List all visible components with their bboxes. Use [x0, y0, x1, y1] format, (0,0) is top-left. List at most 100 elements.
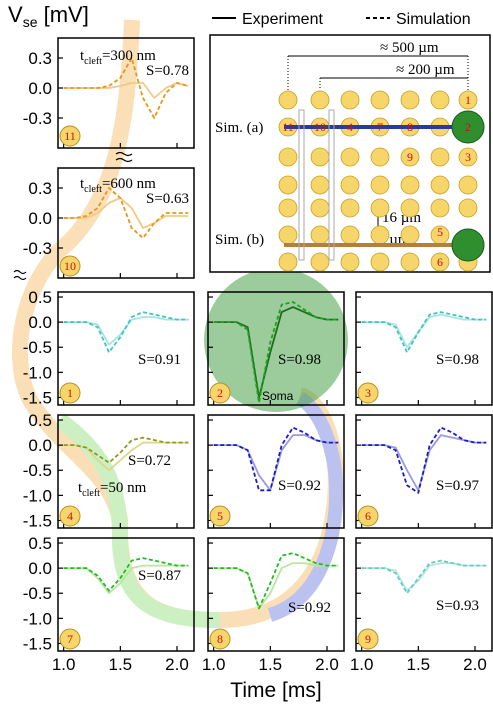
- electrode: [340, 175, 360, 195]
- y-tick-label: -1.0: [23, 486, 52, 505]
- cleft-strip: [298, 109, 305, 261]
- inset: ≈ 500 µm ≈ 200 µm Sim. (a) Sim. (b) 16 µ…: [209, 34, 491, 273]
- panel-number: 11: [64, 129, 76, 143]
- note-rest: =300 nm: [102, 48, 156, 64]
- similarity-label: S=0.91: [138, 352, 181, 368]
- electrode: [400, 147, 420, 167]
- cleft-note: tcleft=300 nm: [80, 48, 156, 67]
- note-sub: cleft: [84, 56, 102, 67]
- experiment-line: [63, 197, 189, 229]
- similarity-label: S=0.78: [146, 63, 189, 79]
- simulation-line: [63, 557, 189, 592]
- y-tick-label: -1.0: [23, 363, 52, 382]
- electrode: [310, 90, 330, 110]
- electrode: [458, 198, 478, 218]
- panel-badge: [59, 255, 81, 277]
- y-tick-label: -1.5: [23, 634, 52, 653]
- panel-frame: [355, 291, 493, 406]
- cell-label: 2: [465, 120, 471, 134]
- soma-label: Soma: [262, 389, 294, 403]
- electrode: [430, 198, 450, 218]
- electrode: [278, 225, 298, 245]
- y-tick-label: -0.3: [23, 239, 52, 258]
- panel-number: 9: [365, 632, 371, 646]
- similarity-label: S=0.92: [278, 478, 321, 494]
- electrode: [430, 90, 450, 110]
- panel-frame: [57, 291, 195, 406]
- x-axis-label: Time [ms]: [230, 679, 321, 702]
- panel: 0.5 0.0 -0.5 -1.0 -1.5 S=0.72 tcleft=50 nm 4: [23, 411, 195, 530]
- electrode: [400, 252, 420, 272]
- x-tick-label: 1.0: [52, 655, 76, 674]
- cleft-strip: [328, 109, 335, 261]
- panel-number: 10: [64, 259, 76, 273]
- panel: S=0.98 2: [207, 291, 345, 406]
- y-tick-label: 0.3: [28, 49, 52, 68]
- electrode: [278, 198, 298, 218]
- neurite-b: [284, 243, 454, 247]
- cell-label: 3: [465, 150, 471, 164]
- y-tick-label: 0.0: [28, 79, 52, 98]
- simulation-line: [63, 57, 189, 119]
- experiment-line: [361, 562, 487, 592]
- panel-badge: [209, 505, 231, 527]
- span-short: ≈ 200 µm: [396, 62, 455, 78]
- panel-number: 6: [365, 509, 371, 523]
- panel-frame: [207, 414, 345, 529]
- electrode: [310, 225, 330, 245]
- y-tick-label: -0.5: [23, 584, 52, 603]
- y-tick-label: -1.0: [23, 609, 52, 628]
- y-tick-label: 0.0: [28, 559, 52, 578]
- cell-label: 9: [407, 150, 413, 164]
- similarity-label: S=0.97: [436, 478, 480, 494]
- panel-number: 5: [217, 509, 223, 523]
- note-main: t: [80, 48, 85, 64]
- panel-frame: [57, 414, 195, 529]
- electrode: [400, 225, 420, 245]
- panel-number: 4: [67, 509, 73, 523]
- y-tick-label: 0.0: [28, 209, 52, 228]
- panel-number: 1: [67, 386, 73, 400]
- axon-band: [12, 19, 344, 629]
- panel-badge: [209, 382, 231, 404]
- panel-frame: [57, 167, 195, 279]
- electrode: [400, 198, 420, 218]
- y-label-unit: [mV]: [37, 2, 88, 27]
- y-tick-label: 0.5: [28, 534, 52, 553]
- y-tick-label: 0.5: [28, 288, 52, 307]
- panel: 1.0 1.5 2.0 S=0.92 8: [202, 537, 345, 674]
- y-tick-label: 0.0: [28, 313, 52, 332]
- y-tick-label: 0.3: [28, 179, 52, 198]
- y-tick-label: 0.0: [28, 436, 52, 455]
- simulation-line: [213, 426, 339, 492]
- similarity-label: S=0.93: [436, 598, 479, 614]
- electrode: [370, 90, 390, 110]
- similarity-label: S=0.72: [128, 453, 171, 469]
- y-tick-label: -0.5: [23, 338, 52, 357]
- x-tick-label: 2.0: [315, 655, 339, 674]
- panel: 1.0 1.5 2.0 S=0.93 9: [350, 537, 493, 674]
- similarity-label: S=0.87: [138, 568, 182, 584]
- note-rest: =600 nm: [102, 176, 156, 192]
- electrode: [340, 198, 360, 218]
- x-tick-label: 1.5: [407, 655, 431, 674]
- x-tick-label: 2.0: [463, 655, 487, 674]
- panel-badge: [209, 628, 231, 650]
- panel-frame: [57, 537, 195, 652]
- y-axis-label: Vse [mV]: [8, 2, 89, 30]
- experiment-line: [361, 313, 487, 349]
- similarity-label: S=0.98: [436, 352, 479, 368]
- panel-badge: [357, 505, 379, 527]
- panel-frame: [207, 291, 345, 406]
- electrode: [430, 175, 450, 195]
- electrode: [430, 252, 450, 272]
- similarity-label: S=0.92: [288, 600, 331, 616]
- note-rest: =50 nm: [100, 480, 147, 496]
- electrode: [430, 147, 450, 167]
- electrode: [278, 90, 298, 110]
- soma-b: [451, 228, 485, 262]
- x-tick-label: 1.0: [202, 655, 226, 674]
- electrode: [370, 147, 390, 167]
